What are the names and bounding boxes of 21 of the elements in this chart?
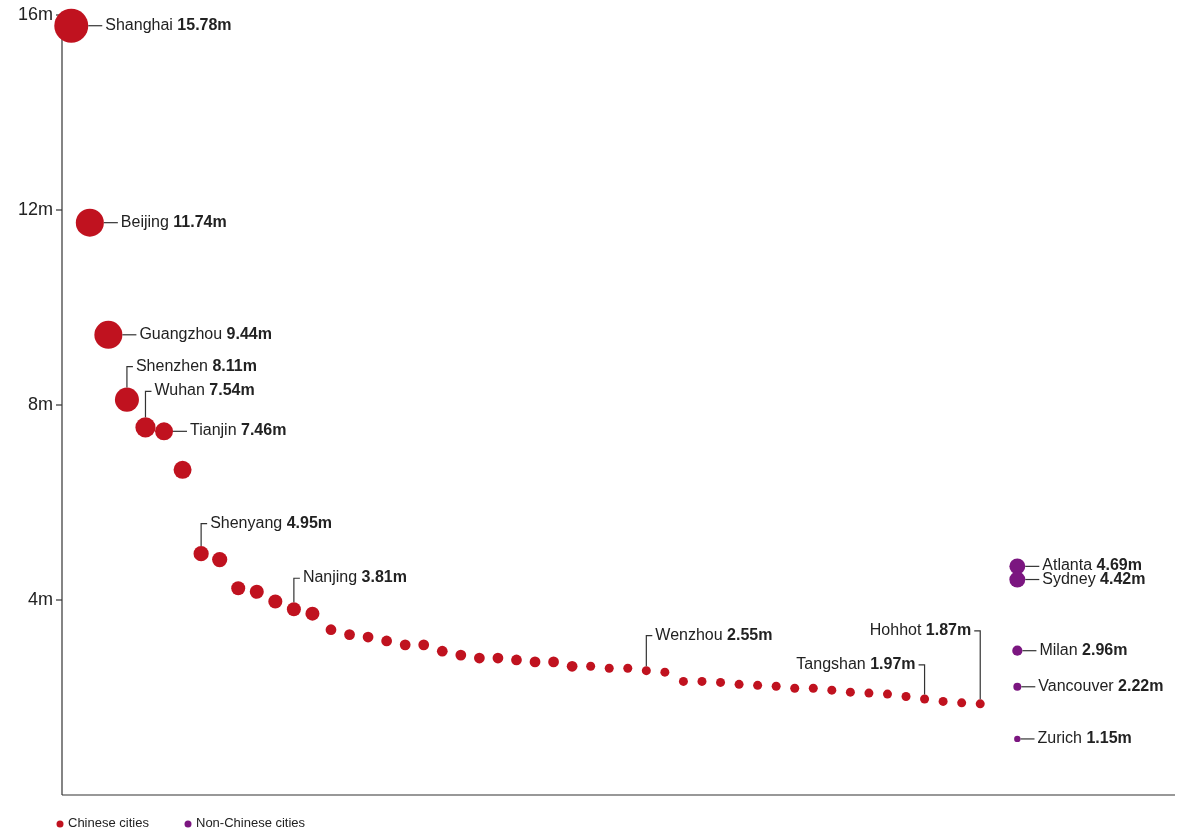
y-tick-label: 16m xyxy=(17,3,53,24)
annotation: Guangzhou 9.44m xyxy=(139,325,272,343)
annotation: Tianjin 7.46m xyxy=(190,421,287,439)
y-tick-label: 12m xyxy=(17,198,53,219)
annotation: Beijing 11.74m xyxy=(120,212,227,230)
annotation: Shenyang 4.95m xyxy=(210,513,333,531)
y-tick-label: 4m xyxy=(27,588,53,609)
annotation: Zurich 1.15m xyxy=(1037,729,1132,747)
y-tick-label: 8m xyxy=(27,393,53,414)
annotation: Wuhan 7.54m xyxy=(154,381,255,399)
annotation: Shenzhen 8.11m xyxy=(135,356,257,374)
annotation: Wenzhou 2.55m xyxy=(655,625,773,643)
annotation: Shanghai 15.78m xyxy=(105,15,232,33)
annotation: Hohhot 1.87m xyxy=(869,621,972,639)
legend-label: Non-Chinese cities xyxy=(196,815,306,831)
annotation: Nanjing 3.81m xyxy=(302,568,407,586)
annotation: Sydney 4.42m xyxy=(1042,569,1146,587)
legend-label: Chinese cities xyxy=(68,815,150,831)
annotation: Tangshan 1.97m xyxy=(796,655,916,673)
annotation: Vancouver 2.22m xyxy=(1038,676,1164,695)
annotation: Milan 2.96m xyxy=(1039,640,1128,658)
